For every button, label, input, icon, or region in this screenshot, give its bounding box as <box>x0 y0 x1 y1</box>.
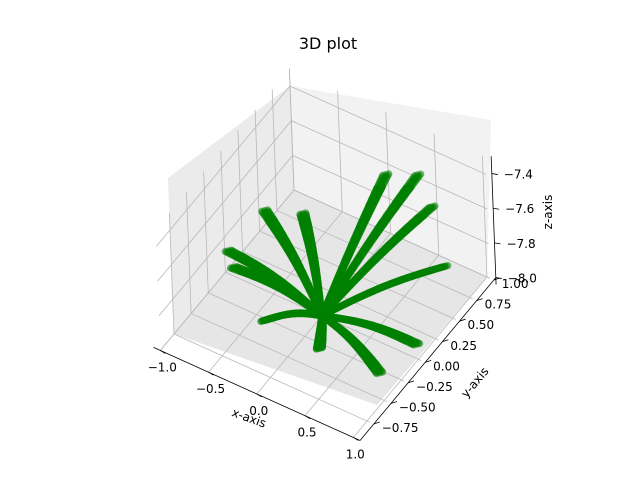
scatter-point <box>417 170 425 178</box>
grid-line-y-floor <box>173 333 371 423</box>
z-tick-mark <box>494 242 501 245</box>
grid-line-z-back <box>292 154 489 245</box>
grid-line-z-left <box>158 155 293 317</box>
grid-line-y-floor <box>190 313 388 403</box>
axis-lines <box>153 156 502 441</box>
grid-line-z-left <box>157 120 292 282</box>
scatter-point <box>232 263 240 271</box>
grid-line-x-floor <box>304 254 440 416</box>
x-tick-mark <box>160 350 166 354</box>
grid-line-x-wall <box>337 90 343 212</box>
scatter-point <box>379 368 387 376</box>
z-tick-label: −7.4 <box>504 168 533 182</box>
x-tick-mark <box>304 415 311 420</box>
scatter-point <box>264 206 272 214</box>
x-tick-label: 0.0 <box>249 404 268 418</box>
y-tick-mark <box>459 318 466 322</box>
grid-line-z-back <box>293 189 491 279</box>
y-tick-label: −0.75 <box>382 421 419 435</box>
grid-line-y-wall <box>168 212 175 335</box>
grid-line-y-wall <box>288 68 295 191</box>
data-points <box>221 170 452 378</box>
tick-labels: −1.0 −0.5 0.0 0.5 1.0 −0.75 −0.50 −0.25 0.00 0.25… <box>148 168 537 462</box>
scatter-point <box>431 202 439 210</box>
y-tick-mark <box>476 298 483 301</box>
grid-line-x-wall <box>433 133 440 256</box>
chart-title: 3D plot <box>299 34 357 53</box>
x-tick-mark <box>208 371 214 376</box>
grid-line-z-back <box>289 85 487 175</box>
z-axis-label: z-axis <box>541 195 555 230</box>
scatter-point <box>302 209 310 217</box>
z-axis-line <box>490 156 497 285</box>
y-tick-mark <box>390 401 398 404</box>
y-tick-mark <box>442 339 449 343</box>
grid-line-y-wall <box>203 171 209 293</box>
scatter-point <box>385 170 393 178</box>
scatter-point <box>227 246 235 254</box>
z-tick-mark <box>493 207 500 210</box>
y-axis-line <box>359 277 497 441</box>
y-tick-label: 0.00 <box>433 359 460 373</box>
y-tick-label: −0.50 <box>399 400 436 414</box>
x-tick-label: −0.5 <box>196 382 225 396</box>
y-axis-label: y-axis <box>458 364 491 400</box>
y-tick-label: 1.00 <box>502 277 529 291</box>
grid-line-z-left <box>155 85 291 247</box>
grid-line-x-floor <box>352 276 488 438</box>
grid-line-x-wall <box>481 155 488 278</box>
x-tick-label: 0.5 <box>297 426 316 440</box>
x-tick-label: 1.0 <box>346 447 365 461</box>
y-tick-mark <box>407 380 415 384</box>
scatter-point <box>444 262 452 270</box>
grid-line-y-wall <box>237 130 243 252</box>
z-tick-mark <box>491 173 498 175</box>
grid-line-y-wall <box>186 192 192 314</box>
y-tick-label: 0.25 <box>450 339 477 353</box>
z-tick-label: −8.0 <box>508 272 537 286</box>
y-tick-label: 0.50 <box>467 318 494 332</box>
z-tick-label: −7.8 <box>506 237 535 251</box>
z-tick-label: −7.6 <box>505 202 534 216</box>
scatter-point <box>263 316 271 324</box>
pane-left <box>168 86 294 334</box>
y-tick-label: −0.25 <box>416 380 453 394</box>
grid-line-y-wall <box>271 89 278 211</box>
pane-back <box>290 86 491 277</box>
grid-line-z-back <box>291 120 488 210</box>
y-tick-label: 0.75 <box>485 298 512 312</box>
x-tick-label: −1.0 <box>148 360 177 374</box>
scatter-point <box>416 340 424 348</box>
y-tick-mark <box>373 421 380 425</box>
y-tick-mark <box>425 359 432 363</box>
grid-line-x-floor <box>208 211 343 373</box>
scatter-point <box>318 344 326 352</box>
z-tick-mark <box>495 277 502 279</box>
x-tick-mark <box>353 437 359 441</box>
x-tick-mark <box>256 393 262 398</box>
